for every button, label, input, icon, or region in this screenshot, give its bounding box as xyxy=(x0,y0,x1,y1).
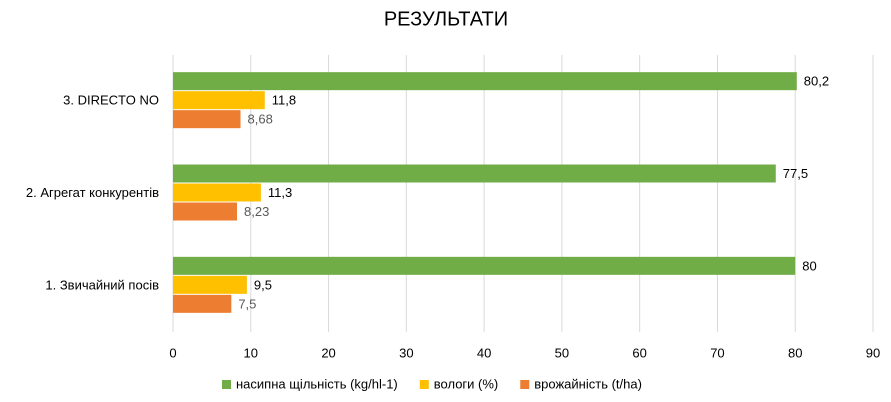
value-label: 11,3 xyxy=(268,185,292,200)
bar xyxy=(173,164,776,183)
value-label: 80,2 xyxy=(804,74,829,89)
bar xyxy=(173,256,796,275)
x-tick-label: 70 xyxy=(710,345,724,360)
value-label: 8,68 xyxy=(248,112,273,127)
value-label: 80 xyxy=(802,258,816,273)
value-label: 8,23 xyxy=(244,204,269,219)
value-label: 11,8 xyxy=(272,93,296,108)
legend-label: насипна щільність (kg/hl-1) xyxy=(236,376,398,391)
bar xyxy=(173,72,797,91)
value-label: 9,5 xyxy=(254,277,272,292)
legend-swatch xyxy=(222,380,231,389)
x-tick-label: 50 xyxy=(555,345,569,360)
bar xyxy=(173,275,247,294)
x-tick-label: 90 xyxy=(866,345,880,360)
x-tick-label: 30 xyxy=(399,345,413,360)
legend-label: врожайність (t/ha) xyxy=(534,376,642,391)
bar xyxy=(173,110,241,129)
value-label: 7,5 xyxy=(238,296,256,311)
legend-swatch xyxy=(419,380,429,389)
y-tick-label: 1. Звичайний посів xyxy=(45,277,159,292)
x-tick-label: 10 xyxy=(244,345,258,360)
y-tick-label: 3. DIRECTO NO xyxy=(63,93,159,108)
x-tick-label: 20 xyxy=(321,345,335,360)
y-tick-label: 2. Агрегат конкурентів xyxy=(26,185,159,200)
bar xyxy=(173,183,261,202)
bar xyxy=(173,294,232,313)
x-tick-label: 80 xyxy=(788,345,802,360)
x-tick-label: 60 xyxy=(632,345,646,360)
value-label: 77,5 xyxy=(783,166,808,181)
x-tick-label: 40 xyxy=(477,345,491,360)
legend-swatch xyxy=(520,380,530,389)
bar xyxy=(173,91,265,110)
legend-label: вологи (%) xyxy=(434,376,499,391)
chart-title: РЕЗУЛЬТАТИ xyxy=(384,8,508,30)
bar xyxy=(173,202,238,221)
x-tick-label: 0 xyxy=(169,345,176,360)
